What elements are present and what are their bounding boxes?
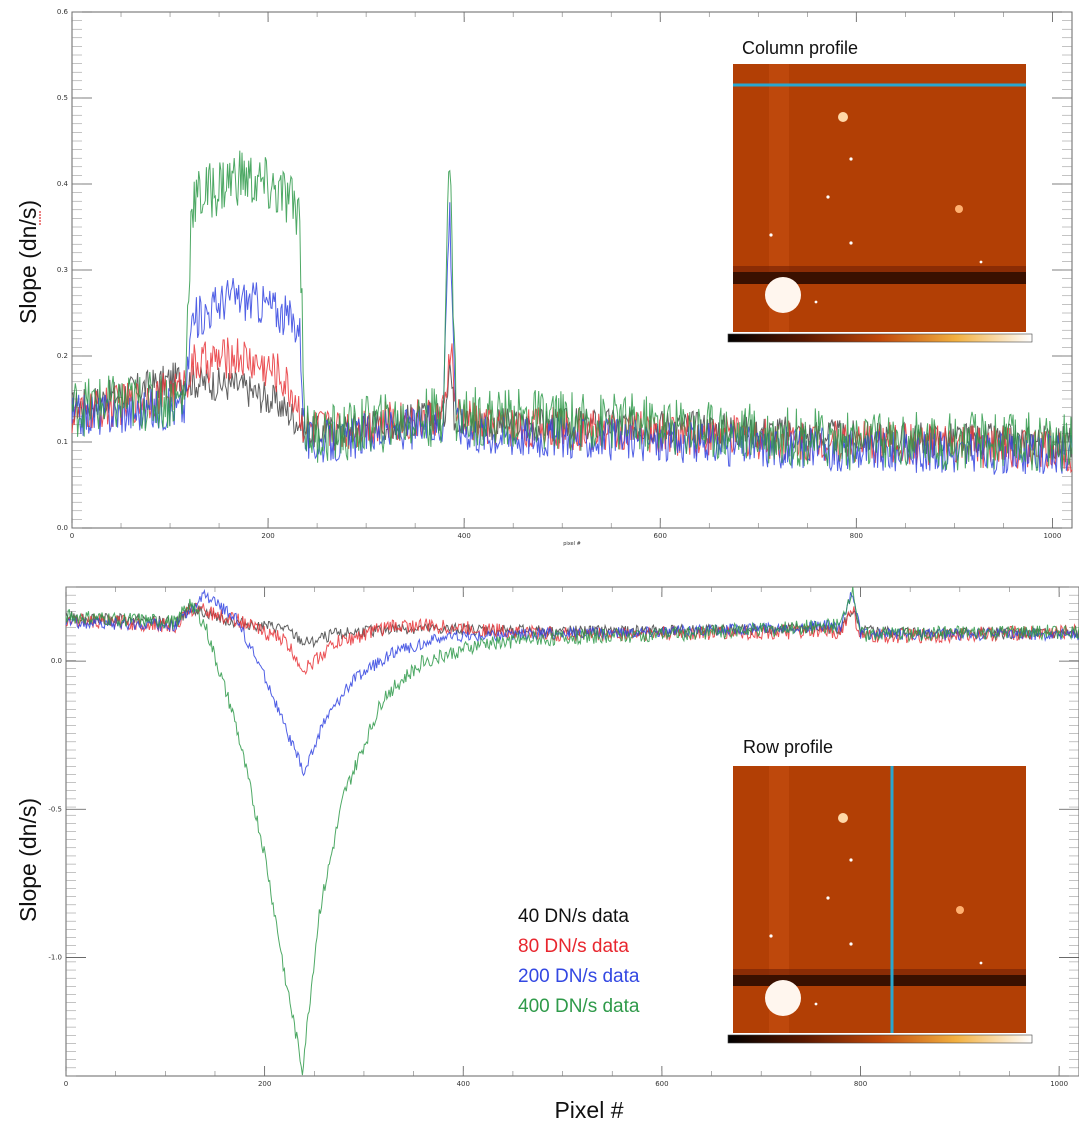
x-tick-label: 600 (654, 532, 667, 540)
y-tick-label: -1.0 (48, 953, 62, 961)
x-tick-label: 200 (261, 532, 274, 540)
row-profile-title: Row profile (743, 737, 833, 757)
x-tick-label: 0 (70, 532, 74, 540)
inset-star (849, 858, 853, 862)
legend-item-40: 40 DN/s data (518, 906, 629, 927)
y-tick-label: -0.5 (48, 805, 62, 813)
inset-vertical-band (769, 766, 789, 1033)
series-line-80-dn (65, 602, 1079, 676)
row-profile-inset: Row profile (727, 737, 1033, 1044)
bottom-x-axis-label: Pixel # (554, 1097, 623, 1123)
inset-colorbar (727, 1034, 1033, 1044)
inset-star (979, 961, 983, 965)
x-tick-label: 400 (457, 1080, 470, 1088)
x-tick-label: 600 (655, 1080, 668, 1088)
x-tick-label: 800 (854, 1080, 867, 1088)
inset-star (769, 934, 773, 938)
y-tick-label: 0.2 (57, 352, 68, 360)
legend-item-400: 400 DN/s data (518, 996, 640, 1017)
y-tick-label: 0.0 (51, 657, 62, 665)
inset-star (849, 241, 853, 245)
legend-item-200: 200 DN/s data (518, 966, 640, 987)
x-tick-label: 200 (258, 1080, 271, 1088)
column-profile-inset: Column profile (727, 38, 1033, 343)
inset-star (814, 1002, 818, 1006)
inset-star (979, 260, 983, 264)
bottom-y-axis-label: Slope (dn/s) (15, 798, 41, 922)
inset-bright-star (765, 980, 801, 1016)
inset-star (956, 906, 964, 914)
x-tick-label: 0 (64, 1080, 68, 1088)
top-y-axis-label: Slope (dn/s) (15, 200, 41, 324)
inset-star (838, 813, 848, 823)
series-line-400-dn (71, 150, 1073, 472)
inset-star (955, 205, 963, 213)
inset-star (826, 896, 830, 900)
inset-dark-band-fade (733, 969, 1026, 975)
top-ticks: 0 200 400 600 800 1000 0.0 0.1 0.2 0.3 0.4 0.5 0.6 (57, 8, 1072, 540)
inset-bright-star (765, 277, 801, 313)
inset-colorbar (727, 333, 1033, 343)
column-profile-title: Column profile (742, 38, 858, 58)
inset-star (849, 942, 853, 946)
x-tick-label: 400 (457, 532, 470, 540)
inset-vertical-band (769, 64, 789, 332)
x-tick-label: 800 (850, 532, 863, 540)
inset-star (838, 112, 848, 122)
y-tick-label: 0.3 (57, 266, 68, 274)
bottom-series-group (65, 586, 1079, 1076)
inset-dark-band (733, 272, 1026, 284)
y-tick-label: 0.6 (57, 8, 69, 16)
top-series-group (71, 150, 1073, 475)
y-tick-label: 0.4 (57, 180, 69, 188)
inset-star (769, 233, 773, 237)
top-x-axis-label: pixel # (563, 541, 581, 547)
x-tick-label: 1000 (1050, 1080, 1068, 1088)
legend: 40 DN/s data 80 DN/s data 200 DN/s data … (518, 906, 640, 1017)
y-tick-label: 0.5 (57, 94, 68, 102)
y-tick-label: 0.1 (57, 438, 68, 446)
inset-star (814, 300, 818, 304)
series-line-200-dn (65, 588, 1079, 777)
inset-dark-band-fade (733, 266, 1026, 272)
bottom-panel: 0 200 400 600 800 1000 0.0 -0.5 -1.0 Pixel # Slo… (15, 586, 1079, 1123)
legend-item-80: 80 DN/s data (518, 936, 629, 957)
series-line-200-dn (71, 202, 1073, 475)
inset-dark-band (733, 975, 1026, 986)
inset-star (826, 195, 830, 199)
x-tick-label: 1000 (1043, 532, 1061, 540)
inset-star (849, 157, 853, 161)
top-panel: 0 200 400 600 800 1000 0.0 0.1 0.2 0.3 0.4 0.5 0.6 p… (15, 8, 1073, 547)
bottom-ticks: 0 200 400 600 800 1000 0.0 -0.5 -1.0 (48, 586, 1079, 1088)
series-line-80-dn (71, 337, 1073, 474)
y-tick-label: 0.0 (57, 524, 68, 532)
series-line-400-dn (65, 586, 1079, 1076)
